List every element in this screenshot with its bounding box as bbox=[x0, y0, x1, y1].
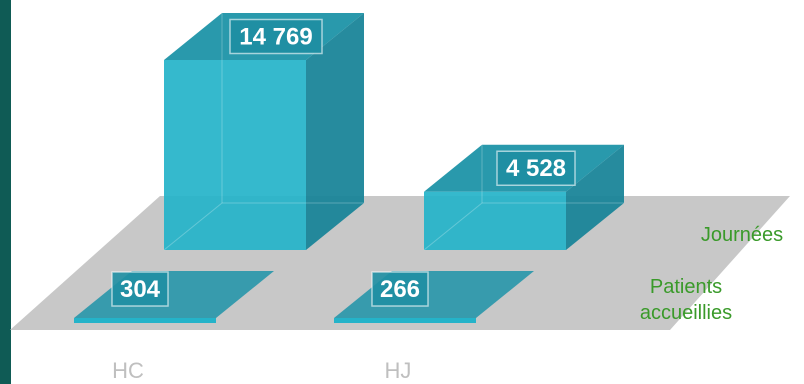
bar-front-face bbox=[424, 191, 566, 250]
value-label: 14 769 bbox=[239, 24, 312, 51]
value-label: 4 528 bbox=[506, 155, 566, 182]
plate-front-face bbox=[74, 318, 216, 323]
bar-inner-edge bbox=[423, 202, 483, 251]
value-label-box: 4 528 bbox=[496, 150, 576, 186]
category-label: HC bbox=[112, 358, 144, 383]
category-label: HJ bbox=[385, 358, 412, 383]
bar-side-face bbox=[566, 144, 624, 250]
value-label-bg bbox=[496, 150, 576, 186]
left-border bbox=[0, 0, 11, 384]
labels-layer: 14 769 4 528 304 266 HC HJ Journées Patients acc… bbox=[111, 18, 783, 383]
value-label: 266 bbox=[380, 276, 420, 303]
series-label: Journées bbox=[701, 224, 783, 246]
value-label-bg bbox=[111, 271, 169, 307]
value-label-box: 304 bbox=[111, 271, 169, 307]
value-label-box: 14 769 bbox=[229, 18, 323, 55]
value-label-box: 266 bbox=[371, 271, 429, 307]
series-label: Patients accueillies bbox=[640, 276, 732, 324]
bar-front-face bbox=[164, 60, 306, 250]
plate-front-face bbox=[334, 318, 476, 323]
value-label-bg bbox=[371, 271, 429, 307]
value-label-bg bbox=[229, 18, 323, 55]
bar-inner-edge bbox=[163, 202, 223, 251]
value-label: 304 bbox=[120, 276, 161, 303]
bar-side-face bbox=[306, 13, 364, 250]
